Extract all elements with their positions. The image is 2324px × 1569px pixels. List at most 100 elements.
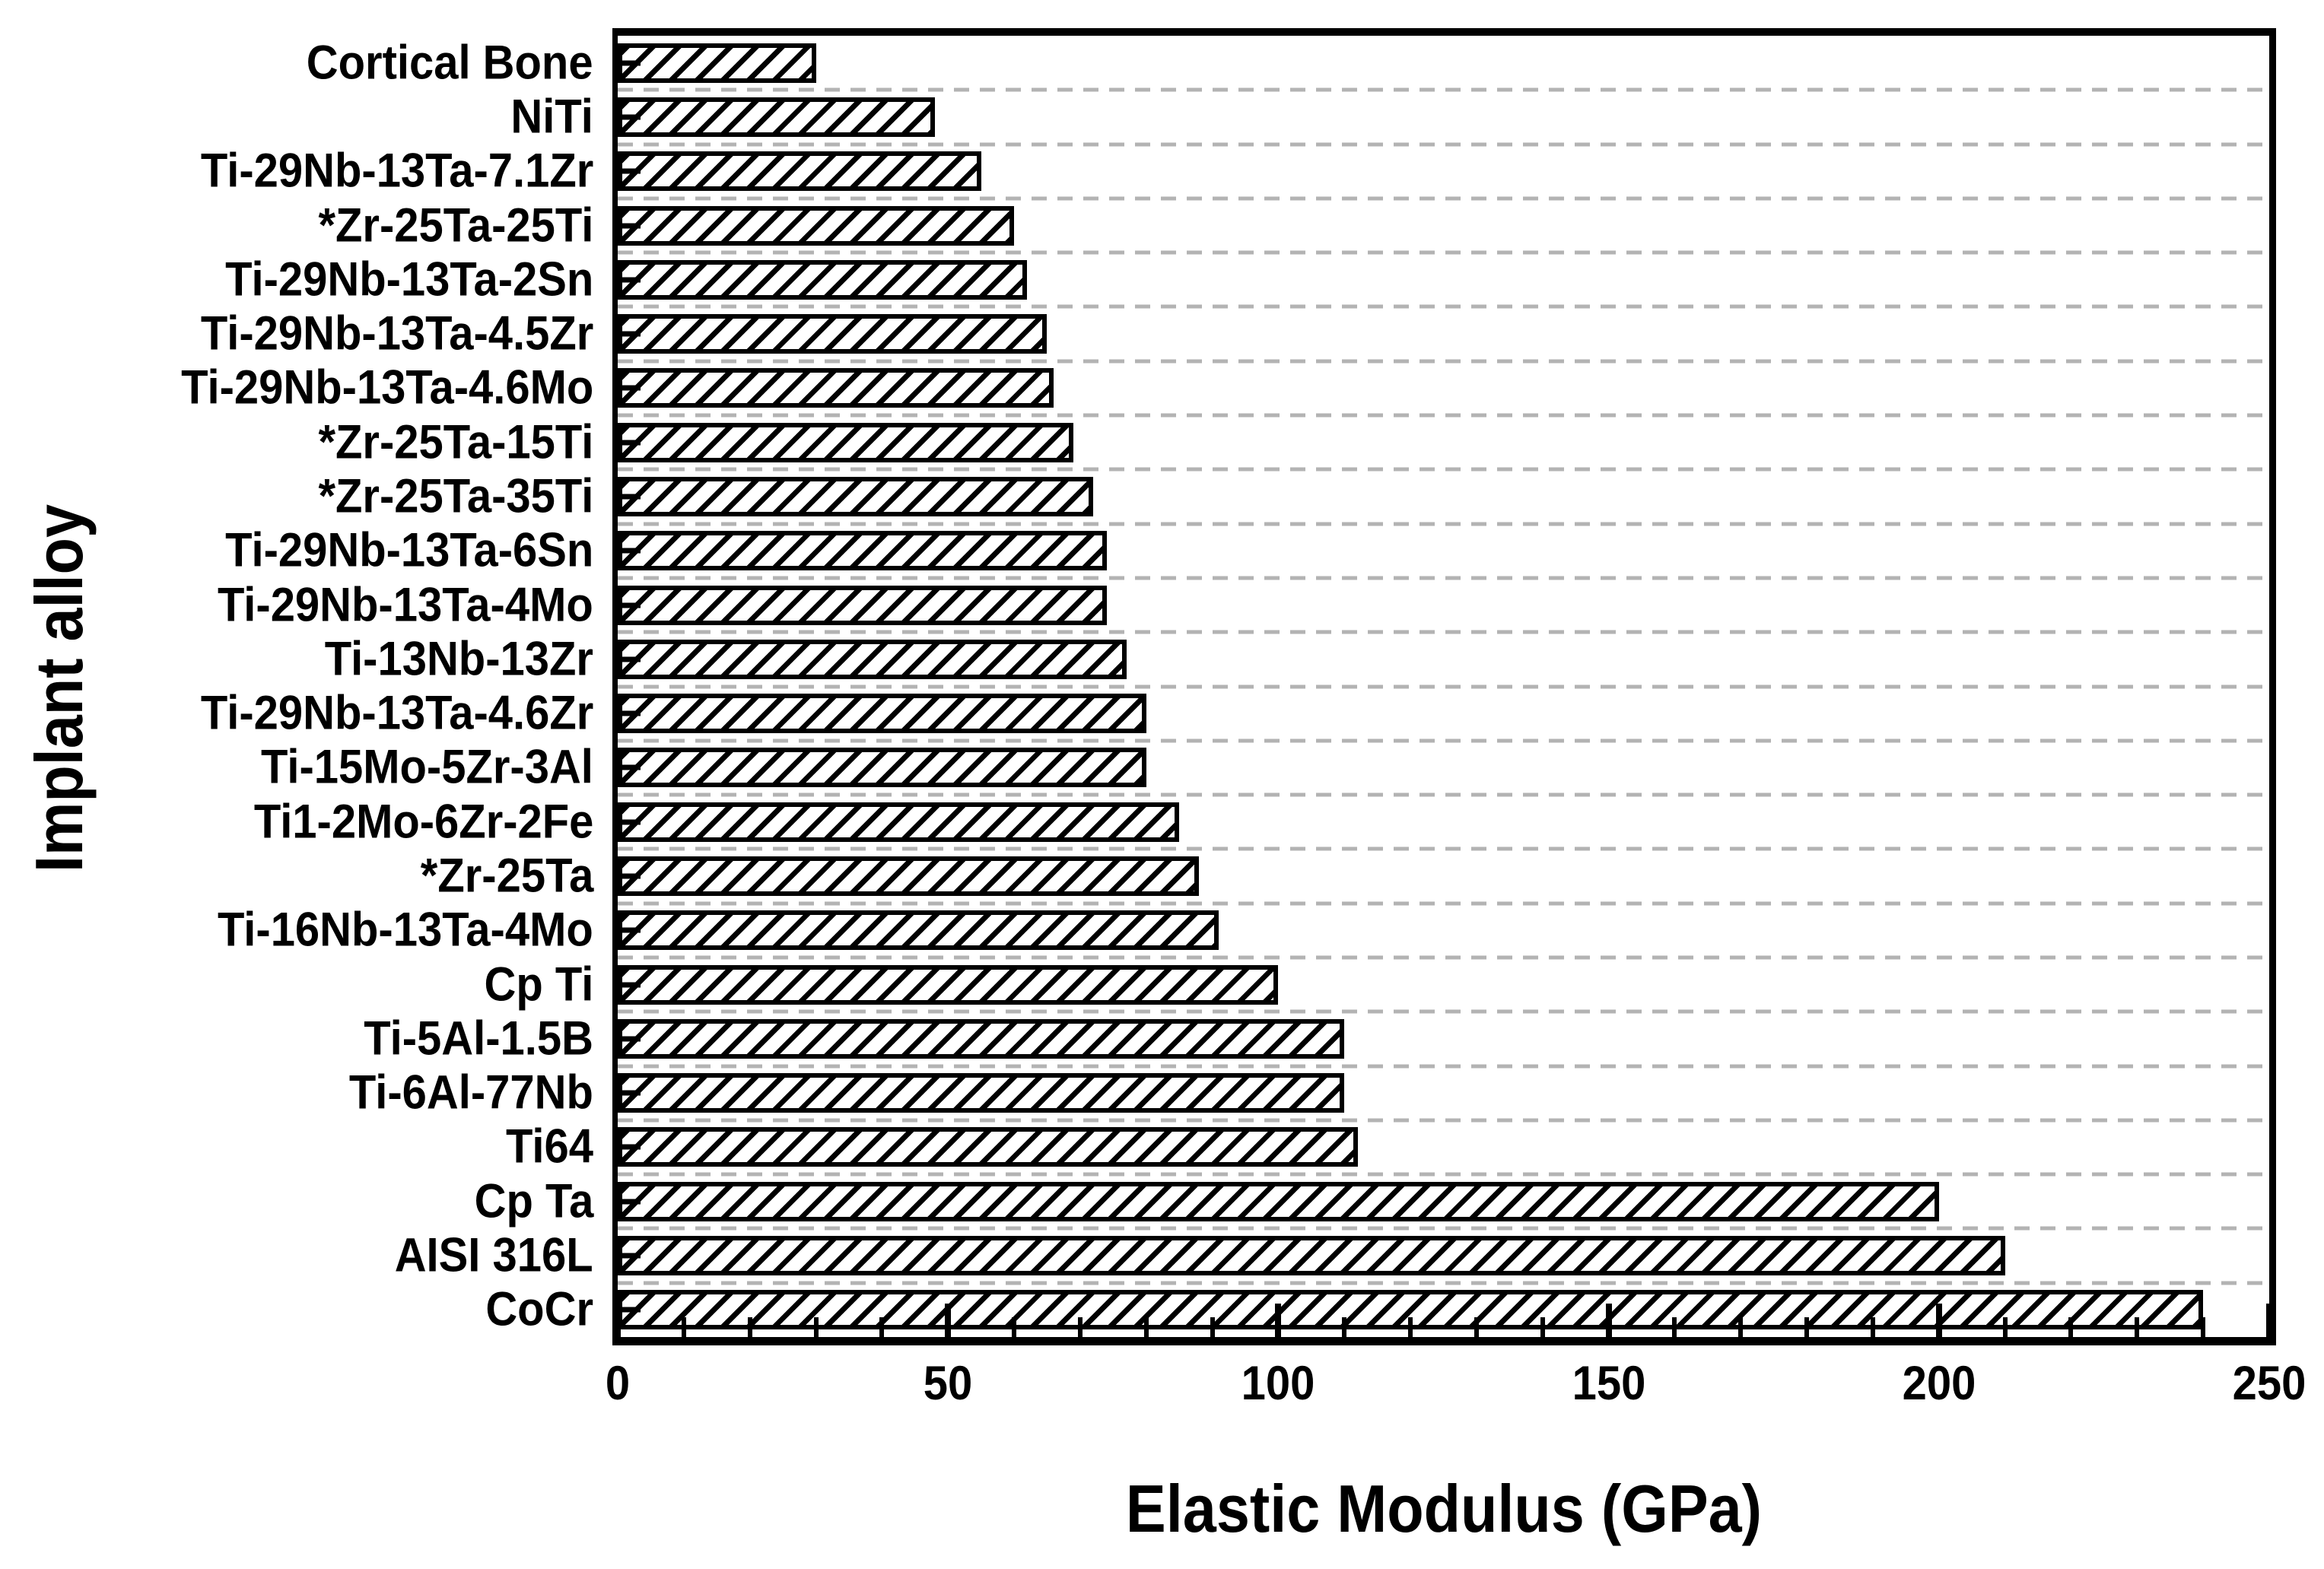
bar: [618, 43, 816, 83]
gridline: [618, 901, 2269, 906]
y-axis-tick: [618, 277, 641, 283]
y-axis-tick: [618, 1144, 641, 1150]
bar: [618, 585, 1107, 625]
y-axis-tick: [618, 873, 641, 879]
y-axis-tick: [618, 1199, 641, 1205]
gridline: [618, 846, 2269, 851]
bar-row: [618, 849, 2269, 903]
bar: [618, 259, 1028, 300]
gridline: [618, 576, 2269, 580]
y-axis-category-label: Cp Ti: [484, 958, 593, 1012]
y-axis-category-label: Ti-29Nb-13Ta-6Sn: [224, 523, 593, 577]
y-axis-tick: [618, 710, 641, 716]
bar: [618, 1073, 1345, 1113]
y-axis-category-label: AISI 316L: [395, 1228, 593, 1282]
y-axis-category-labels: Cortical Bone NiTi Ti-29Nb-13Ta-7.1Zr *Zr-2…: [0, 36, 593, 1337]
bar-row: [618, 904, 2269, 958]
gridline: [618, 87, 2269, 92]
y-axis-category-label: *Zr-25Ta-25Ti: [318, 199, 593, 253]
y-axis-category-label: Ti-29Nb-13Ta-2Sn: [224, 253, 593, 306]
x-axis-minor-tick: [1672, 1317, 1677, 1337]
x-axis-minor-tick: [1870, 1317, 1875, 1337]
bar: [618, 531, 1107, 571]
x-axis-minor-tick: [1738, 1317, 1744, 1337]
bar: [618, 1236, 2005, 1276]
y-axis-tick: [618, 656, 641, 662]
y-axis-tick: [618, 223, 641, 229]
x-axis-minor-tick: [1408, 1317, 1413, 1337]
y-axis-category-label: *Zr-25Ta-35Ti: [318, 469, 593, 523]
x-axis-minor-tick: [2201, 1317, 2206, 1337]
y-axis-category-label: Ti64: [506, 1120, 593, 1174]
bar-row: [618, 1066, 2269, 1120]
gridline: [618, 1009, 2269, 1014]
gridline: [618, 1064, 2269, 1069]
gridline: [618, 792, 2269, 797]
x-axis-minor-tick: [2135, 1317, 2140, 1337]
y-axis-tick: [618, 764, 641, 770]
gridline: [618, 684, 2269, 688]
x-axis-title: Elastic Modulus (GPa): [1125, 1471, 1763, 1546]
bar: [618, 856, 1200, 897]
gridline: [618, 304, 2269, 309]
x-axis-major-tick: [2266, 1304, 2272, 1337]
x-axis-minor-tick: [879, 1317, 885, 1337]
y-axis-category-label: Ti-29Nb-13Ta-4.6Zr: [200, 686, 593, 740]
x-axis-minor-tick: [1012, 1317, 1017, 1337]
bar: [618, 802, 1180, 842]
bar-row: [618, 1012, 2269, 1066]
x-axis-minor-tick: [1540, 1317, 1545, 1337]
bar: [618, 639, 1127, 679]
x-axis-tick-label: 150: [1572, 1357, 1645, 1410]
bar-row: [618, 253, 2269, 306]
y-axis-tick: [618, 1090, 641, 1096]
x-axis-minor-tick: [1474, 1317, 1479, 1337]
y-axis-category-label: *Zr-25Ta: [420, 849, 593, 903]
gridline: [618, 142, 2269, 147]
y-axis-tick: [618, 1253, 641, 1259]
bar-row: [618, 958, 2269, 1012]
y-axis-category-label: Ti-13Nb-13Zr: [324, 632, 593, 686]
y-axis-tick: [618, 385, 641, 391]
y-axis-category-label: Cortical Bone: [307, 36, 593, 90]
y-axis-category-label: Ti-29Nb-13Ta-4.6Mo: [180, 360, 593, 414]
bar-rows: [618, 36, 2269, 1337]
bar-row: [618, 1120, 2269, 1174]
x-axis-minor-tick: [1804, 1317, 1810, 1337]
gridline: [618, 1281, 2269, 1285]
bar: [618, 1181, 1939, 1221]
y-axis-category-label: Ti-29Nb-13Ta-4.5Zr: [200, 306, 593, 360]
bar: [618, 97, 935, 137]
x-axis-minor-tick: [747, 1317, 752, 1337]
x-axis-minor-tick: [1143, 1317, 1149, 1337]
y-axis-category-label: Ti-16Nb-13Ta-4Mo: [218, 903, 593, 957]
bar-row: [618, 469, 2269, 523]
bar: [618, 314, 1048, 354]
bar-row: [618, 795, 2269, 849]
y-axis-tick: [618, 114, 641, 120]
bar: [618, 422, 1074, 462]
y-axis-category-label: Ti-29Nb-13Ta-4Mo: [218, 578, 593, 632]
bar: [618, 368, 1054, 408]
bar: [618, 748, 1146, 788]
gridline: [618, 196, 2269, 201]
x-axis-major-tick: [1275, 1304, 1282, 1337]
bar: [618, 694, 1146, 734]
y-axis-tick: [618, 168, 641, 174]
x-axis-tick-label: 200: [1902, 1357, 1976, 1410]
x-axis-tick-label: 50: [923, 1357, 973, 1410]
bar: [618, 1127, 1358, 1167]
plot-area: [612, 28, 2276, 1345]
x-axis-minor-tick: [1342, 1317, 1347, 1337]
x-axis-minor-tick: [2068, 1317, 2074, 1337]
bar-row: [618, 36, 2269, 90]
y-axis-category-label: Ti-29Nb-13Ta-7.1Zr: [200, 144, 593, 198]
y-axis-tick: [618, 1307, 641, 1313]
bar-row: [618, 687, 2269, 741]
bar-row: [618, 199, 2269, 253]
bar-row: [618, 524, 2269, 578]
y-axis-tick: [618, 548, 641, 554]
gridline: [618, 467, 2269, 472]
y-axis-tick: [618, 1036, 641, 1042]
bar-row: [618, 145, 2269, 199]
